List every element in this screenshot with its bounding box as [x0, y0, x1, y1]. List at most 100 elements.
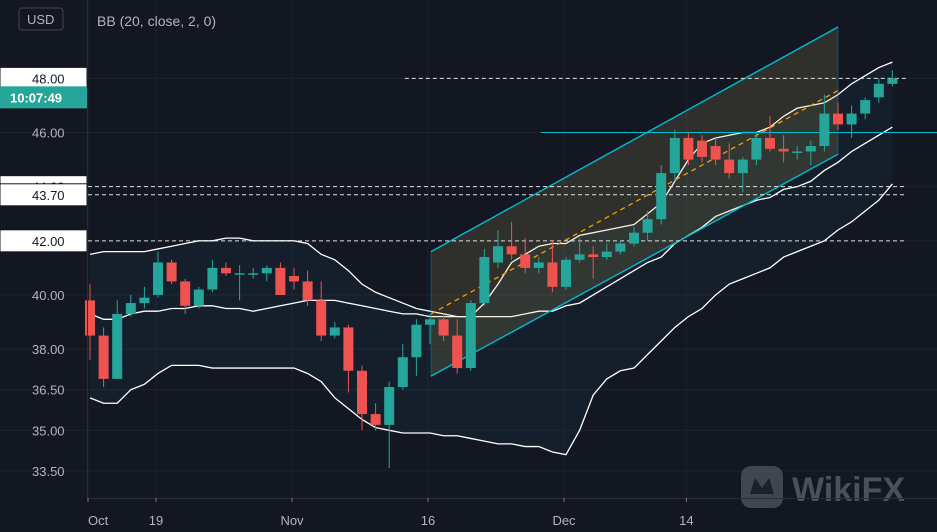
candle-body	[479, 257, 490, 304]
candle-body	[710, 146, 721, 160]
candle-oct-12	[85, 284, 95, 360]
time-axis[interactable]: Oct 19 Nov 16 Dec 14	[87, 498, 937, 528]
candle-oct-13	[98, 327, 109, 388]
candle-oct-20	[166, 259, 177, 285]
candle-body	[166, 262, 177, 282]
time-axis-tick-label: 19	[149, 513, 163, 528]
candle-nov-18	[452, 319, 463, 374]
bollinger-lower-line	[89, 183, 893, 456]
price-axis-tick-label: 40.00	[32, 288, 65, 303]
candle-dec-24	[792, 146, 803, 160]
candlesticks	[85, 70, 898, 469]
candle-body	[452, 335, 463, 369]
price-level-tag[interactable]	[0, 229, 88, 253]
candle-body	[805, 146, 816, 152]
candle-nov-11	[384, 381, 395, 469]
eagle-icon	[750, 478, 774, 494]
currency-badge[interactable]: USD	[18, 7, 64, 31]
price-axis-tick-label: 33.50	[32, 464, 65, 479]
candle-dec-03	[588, 246, 599, 279]
candle-body	[221, 267, 231, 274]
candle-oct-26	[221, 262, 231, 277]
channel-upper-line[interactable]	[430, 26, 839, 253]
candle-body	[873, 83, 884, 98]
candle-nov-19	[465, 300, 476, 371]
candle-body	[384, 387, 395, 425]
watermark: WikiFX	[741, 466, 905, 509]
candle-dec-02	[574, 238, 585, 263]
candle-dec-08	[629, 227, 639, 247]
candle-body	[465, 303, 476, 369]
candle-dec-29	[819, 94, 830, 152]
candle-dec-22	[765, 116, 775, 152]
candle-nov-30	[547, 240, 558, 293]
candle-body	[615, 243, 626, 252]
candle-nov-12	[397, 343, 408, 390]
candle-dec-07	[615, 240, 626, 255]
time-tag-label: 10:07:49	[10, 90, 62, 105]
time-tag-box[interactable]	[0, 86, 87, 109]
candle-dec-10	[656, 165, 667, 225]
candle-body	[289, 276, 299, 282]
candle-nov-06	[343, 324, 354, 393]
candle-body	[248, 273, 259, 275]
candle-dec-11	[669, 129, 680, 182]
candle-body	[887, 78, 898, 84]
time-axis-tick-label: Dec	[552, 513, 576, 528]
candle-body	[656, 173, 667, 220]
candle-oct-29	[261, 265, 272, 282]
candle-oct-23	[207, 259, 218, 293]
channel-lower-line[interactable]	[430, 153, 839, 377]
candle-body	[588, 254, 599, 258]
candle-body	[846, 113, 857, 125]
candle-body	[683, 137, 694, 160]
time-axis-tick-label: Oct	[88, 513, 109, 528]
candle-dec-16	[710, 137, 721, 166]
candle-dec-21	[751, 132, 762, 166]
candle-body	[751, 137, 762, 160]
candle-oct-22	[193, 286, 204, 309]
candle-body	[153, 262, 163, 295]
candle-body	[302, 281, 313, 301]
candle-body	[629, 232, 639, 244]
candle-nov-13	[411, 319, 422, 377]
candle-body	[547, 262, 558, 287]
candle-oct-21	[180, 278, 191, 314]
price-axis-tick-label: 35.00	[32, 423, 65, 438]
candle-body	[411, 324, 422, 358]
candle-body	[574, 254, 585, 260]
candle-jan-04	[860, 97, 871, 119]
candle-body	[697, 140, 707, 157]
candle-jan-06	[887, 70, 898, 87]
candle-body	[316, 300, 327, 336]
candle-oct-28	[248, 267, 259, 279]
candle-body	[112, 313, 123, 379]
candle-dec-23	[778, 135, 789, 163]
candle-nov-02	[289, 267, 299, 290]
price-level-tag[interactable]	[0, 183, 88, 207]
candle-dec-14	[683, 132, 694, 166]
candle-body	[438, 319, 449, 336]
candle-body	[860, 100, 871, 114]
candle-body	[642, 219, 653, 233]
candle-nov-24	[506, 221, 517, 260]
candle-oct-27	[234, 265, 245, 301]
price-axis[interactable]: 48.0046.0044.0043.7042.0040.0038.0036.50…	[0, 0, 88, 498]
candle-body	[533, 262, 544, 268]
regression-channel[interactable]	[430, 26, 839, 377]
candle-body	[329, 327, 340, 336]
candle-dec-17	[724, 143, 735, 179]
candle-body	[506, 246, 517, 255]
candle-oct-19	[153, 251, 163, 298]
indicator-label[interactable]: BB (20, close, 2, 0)	[97, 13, 216, 29]
candle-jan-05	[873, 78, 884, 103]
candle-dec-28	[805, 140, 816, 166]
candle-oct-15	[125, 294, 136, 317]
candle-body	[125, 303, 136, 314]
candle-nov-27	[533, 257, 544, 274]
watermark-text: WikiFX	[792, 471, 905, 509]
candle-body	[792, 151, 803, 153]
indicator-legend[interactable]: BB (20, close, 2, 0)	[97, 13, 216, 29]
candle-body	[669, 137, 680, 174]
